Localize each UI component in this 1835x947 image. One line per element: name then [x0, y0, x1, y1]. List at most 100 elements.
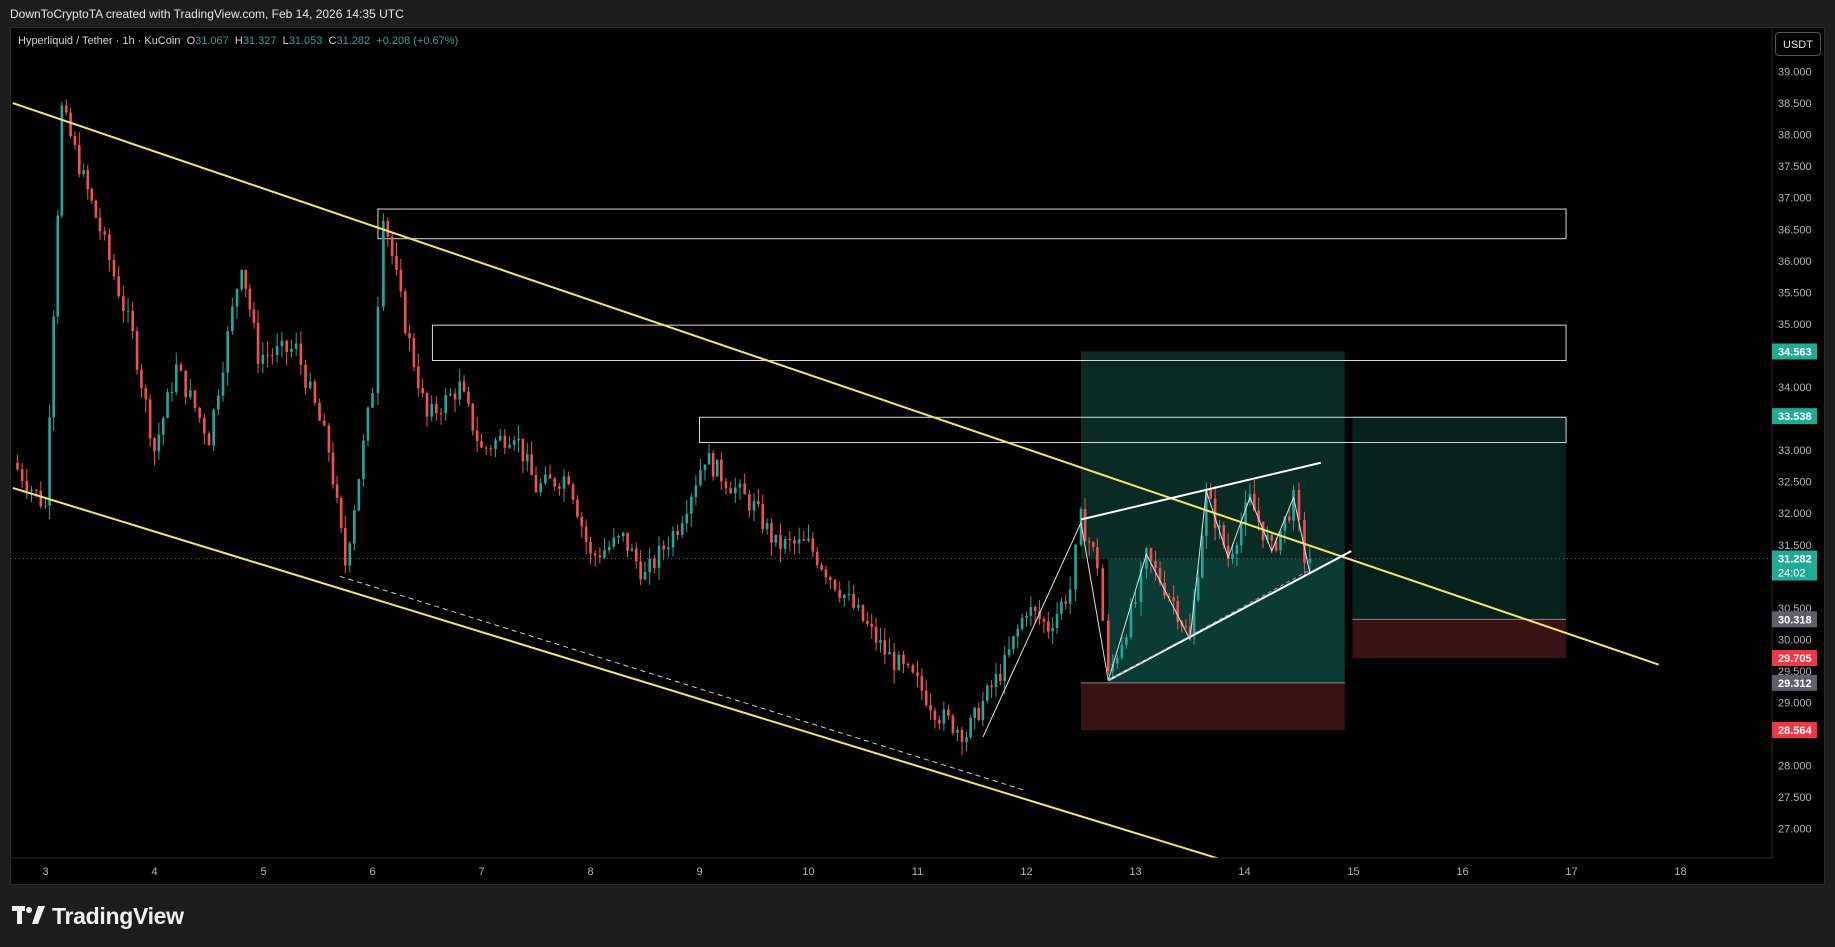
candle-body: [770, 523, 773, 543]
tradingview-logo[interactable]: TradingView: [12, 903, 184, 929]
candle-body: [1068, 589, 1072, 604]
candle-body: [838, 589, 841, 598]
price-label-tag: [1772, 550, 1817, 581]
candle-body: [911, 665, 915, 673]
candle-body: [951, 715, 955, 733]
candle-body: [942, 709, 946, 724]
candle-body: [217, 395, 220, 410]
candle-body: [990, 685, 993, 688]
candle-body: [685, 513, 689, 524]
candle-body: [1205, 489, 1208, 536]
candle-body: [1007, 649, 1011, 656]
channel-upper-line: [12, 102, 1660, 666]
wedge-upper-line: [1080, 461, 1322, 521]
candle-body: [852, 594, 855, 608]
candle-body: [757, 501, 760, 505]
candle-body: [811, 538, 815, 552]
time-tick-label: 8: [587, 866, 593, 878]
long-stop-zone: [1081, 682, 1345, 731]
candle-body: [1222, 524, 1226, 546]
candle-body: [1188, 626, 1192, 637]
time-tick-label: 15: [1347, 866, 1359, 878]
candle-body: [525, 454, 529, 462]
price-tick-label: 35.000: [1778, 319, 1812, 331]
candle-body: [475, 430, 479, 441]
candle-body: [503, 435, 507, 448]
candle-body: [694, 485, 698, 497]
candle-body: [198, 407, 201, 418]
candle-body: [558, 486, 561, 489]
candle-body: [892, 651, 896, 670]
candle-body: [207, 433, 211, 446]
candle-body: [1083, 509, 1087, 542]
dashed-support-line: [339, 575, 1027, 792]
candle-body: [1184, 625, 1188, 627]
open-value: 31.067: [195, 35, 229, 47]
candle-body: [1060, 601, 1063, 614]
candle-body: [179, 364, 183, 371]
candle-body: [395, 255, 398, 270]
candle-body: [843, 595, 846, 598]
candle-body: [690, 496, 693, 514]
candle-body: [548, 474, 552, 479]
candle-body: [335, 484, 339, 498]
candle-body: [366, 407, 370, 441]
currency-unit-button[interactable]: USDT: [1775, 32, 1821, 56]
candle-body: [1101, 568, 1105, 621]
candle-body: [462, 381, 466, 392]
candle-body: [126, 310, 130, 312]
candle-body: [994, 673, 998, 688]
candle-body: [734, 487, 737, 494]
candle-body: [793, 540, 796, 544]
time-tick-label: 7: [478, 866, 484, 878]
candle-body: [1283, 516, 1287, 531]
candle-body: [902, 654, 905, 664]
candle-body: [471, 403, 475, 431]
dashed-trend-line: [1108, 569, 1311, 681]
candle-body: [1176, 601, 1180, 622]
candle-body: [857, 605, 860, 608]
candle-body: [34, 489, 38, 491]
candle-body: [175, 364, 178, 393]
candle-body: [906, 663, 910, 666]
candle-body: [458, 381, 461, 400]
candle-body: [584, 526, 588, 542]
price-tick-label: 27.500: [1778, 792, 1812, 804]
candle-body: [1111, 663, 1115, 672]
price-tick-label: 27.000: [1778, 824, 1812, 836]
time-tick-label: 14: [1238, 866, 1250, 878]
long-profit-fill: [1108, 558, 1345, 683]
candle-body: [829, 577, 832, 580]
candle-body: [807, 538, 810, 541]
candle-body: [131, 310, 134, 332]
high-value: 31.327: [242, 35, 277, 47]
candle-body: [60, 105, 64, 216]
candle-body: [1139, 568, 1143, 603]
candle-body: [1172, 597, 1175, 602]
candle-body: [252, 309, 256, 323]
price-tick-label: 35.500: [1778, 287, 1812, 299]
candle-body: [924, 690, 928, 706]
candle-body: [743, 483, 746, 495]
candle-body: [386, 220, 390, 237]
candle-body: [144, 388, 148, 400]
candle-body: [724, 481, 728, 489]
candle-body: [1218, 524, 1221, 529]
candle-body: [707, 452, 711, 465]
candle-body: [1120, 644, 1124, 658]
price-tick-label: 36.500: [1778, 224, 1812, 236]
candle-body: [621, 532, 625, 537]
attribution-text: DownToCryptoTA created with TradingView.…: [10, 7, 404, 21]
candle-body: [416, 366, 420, 389]
time-tick-label: 9: [696, 866, 702, 878]
candle-body: [985, 685, 989, 701]
candle-body: [1235, 545, 1239, 554]
candle-body: [1270, 534, 1274, 541]
candle-body: [339, 497, 343, 528]
candle-body: [916, 672, 919, 676]
candle-body: [1116, 657, 1119, 664]
candle-body: [1025, 615, 1028, 618]
candle-body: [135, 331, 139, 370]
candle-body: [1051, 628, 1054, 632]
